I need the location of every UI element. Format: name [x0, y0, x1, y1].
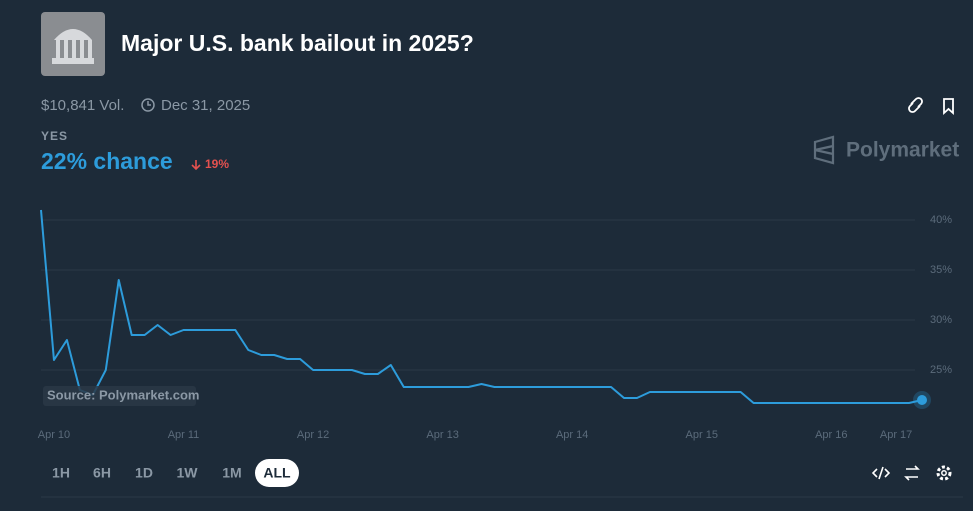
range-button[interactable]: 6H	[93, 465, 111, 481]
range-button[interactable]: 1D	[135, 465, 153, 481]
settings-center	[941, 470, 947, 476]
source-badge	[43, 386, 196, 406]
y-tick-label: 40%	[930, 214, 952, 226]
change: 19%	[205, 157, 229, 171]
x-tick-label: Apr 14	[556, 429, 588, 441]
settings-button[interactable]	[936, 465, 952, 481]
price-line	[40, 209, 923, 404]
last-point	[917, 395, 927, 405]
x-tick-label: Apr 15	[686, 429, 718, 441]
x-tick-label: Apr 13	[426, 429, 458, 441]
range-button[interactable]: 1M	[222, 465, 241, 481]
end-date: Dec 31, 2025	[161, 97, 250, 114]
outcome: YES	[41, 129, 68, 143]
x-tick-label: Apr 11	[168, 429, 200, 441]
clock-icon	[141, 98, 155, 112]
x-tick-label: Apr 10	[38, 429, 70, 441]
plot: 25% 30% 35% 40% Apr 10 Apr 11 Apr 12 Apr 13 Apr …	[38, 209, 952, 441]
brand-logo	[813, 135, 835, 165]
bookmark-button[interactable]	[943, 98, 954, 116]
source: Source: Polymarket.com	[47, 387, 199, 402]
range-button[interactable]: 1W	[177, 465, 199, 481]
y-tick-label: 25%	[930, 364, 952, 376]
range-button[interactable]: ALL	[263, 465, 291, 481]
range-active	[255, 459, 299, 487]
x-tick-label: Apr 16	[815, 429, 847, 441]
x-tick-label: Apr 17	[880, 429, 912, 441]
brand: Polymarket	[846, 139, 959, 162]
capitol-icon	[52, 29, 94, 64]
volume: $10,841 Vol.	[41, 97, 124, 114]
down-arrow	[191, 160, 201, 171]
x-tick-label: Apr 12	[297, 429, 329, 441]
y-tick-label: 30%	[930, 314, 952, 326]
link-button[interactable]	[908, 97, 923, 113]
clock-hands	[147, 101, 151, 106]
range-selector: 1H 6H 1D 1W 1M ALL	[52, 459, 299, 487]
y-tick-label: 35%	[930, 264, 952, 276]
title: Major U.S. bank bailout in 2025?	[121, 30, 474, 56]
swap-button[interactable]	[904, 465, 920, 481]
chance: 22% chance	[41, 148, 173, 174]
range-button[interactable]: 1H	[52, 465, 70, 481]
embed-button[interactable]	[871, 466, 891, 480]
